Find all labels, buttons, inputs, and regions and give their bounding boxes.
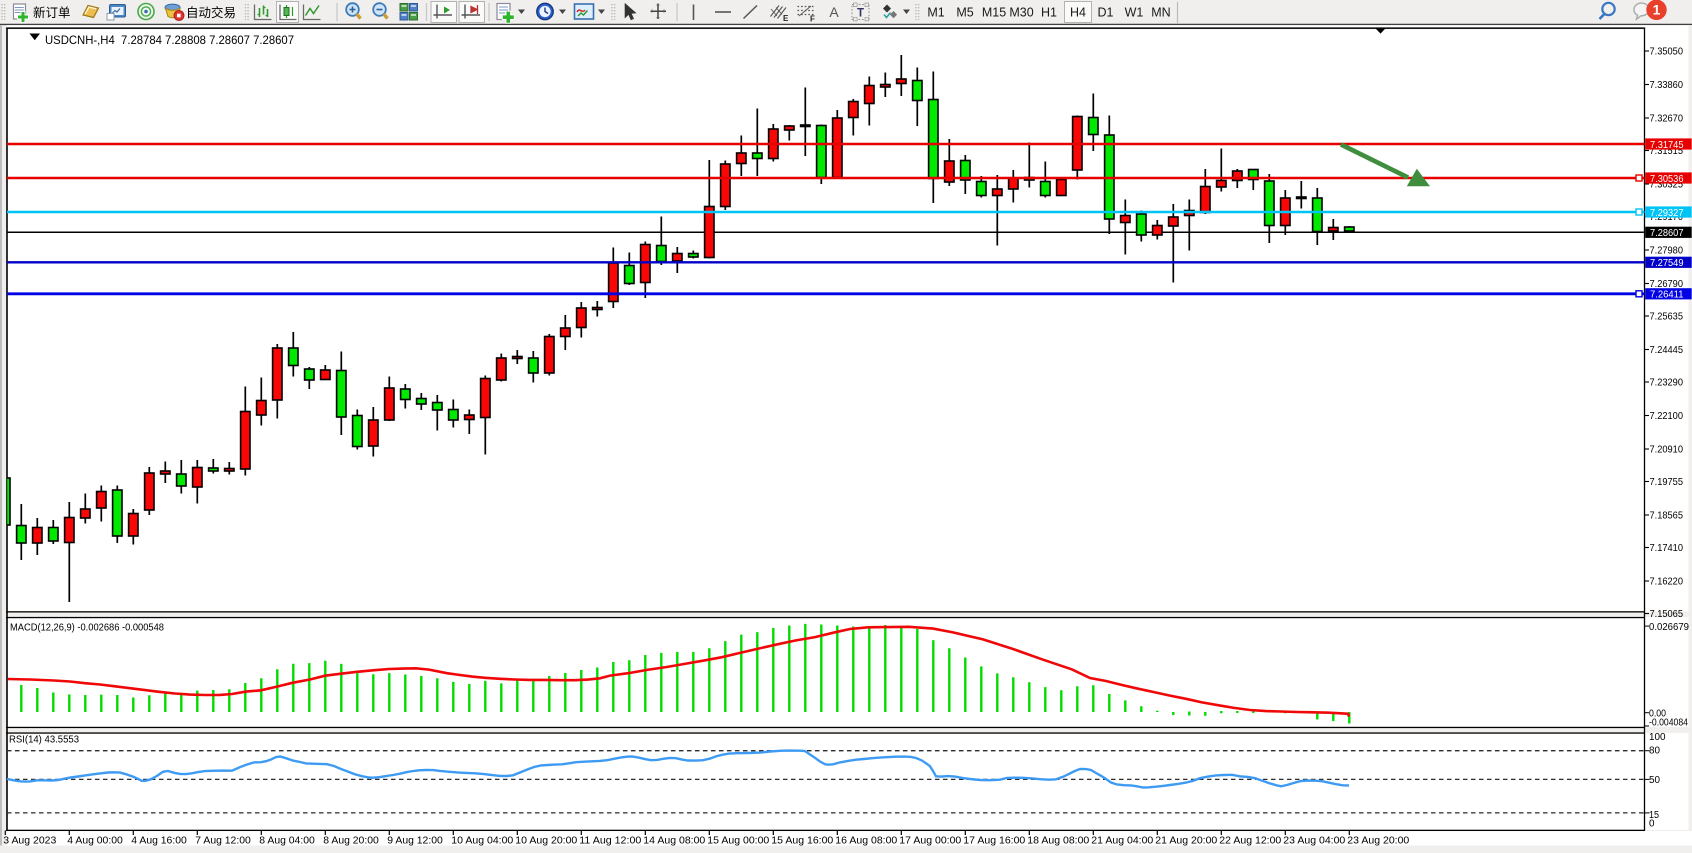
svg-text:14 Aug 08:00: 14 Aug 08:00: [643, 835, 705, 846]
svg-text:RSI(14) 43.5553: RSI(14) 43.5553: [9, 735, 79, 746]
svg-text:7.15065: 7.15065: [1650, 609, 1684, 620]
svg-text:7.33860: 7.33860: [1650, 80, 1684, 91]
svg-text:7 Aug 12:00: 7 Aug 12:00: [195, 835, 251, 846]
svg-text:7.28607: 7.28607: [1650, 228, 1684, 239]
svg-text:7.26411: 7.26411: [1650, 290, 1684, 301]
svg-text:7.20910: 7.20910: [1650, 445, 1684, 456]
svg-text:17 Aug 00:00: 17 Aug 00:00: [899, 835, 961, 846]
svg-text:100: 100: [1649, 732, 1666, 743]
svg-text:7.29327: 7.29327: [1650, 208, 1684, 219]
svg-text:21 Aug 20:00: 21 Aug 20:00: [1155, 835, 1217, 846]
svg-text:7.24445: 7.24445: [1650, 345, 1684, 356]
svg-text:7.30325: 7.30325: [1650, 180, 1684, 191]
svg-text:MACD(12,26,9) -0.002686 -0.000: MACD(12,26,9) -0.002686 -0.000548: [10, 623, 164, 634]
svg-text:F: F: [810, 15, 815, 24]
svg-text:23 Aug 04:00: 23 Aug 04:00: [1283, 835, 1345, 846]
svg-text:16 Aug 08:00: 16 Aug 08:00: [835, 835, 897, 846]
svg-text:7.27980: 7.27980: [1650, 246, 1684, 257]
svg-text:22 Aug 12:00: 22 Aug 12:00: [1219, 835, 1281, 846]
svg-text:7.16220: 7.16220: [1650, 577, 1684, 588]
svg-text:17 Aug 16:00: 17 Aug 16:00: [963, 835, 1025, 846]
svg-text:7.29170: 7.29170: [1650, 212, 1684, 223]
svg-text:H4: H4: [1070, 6, 1086, 20]
svg-text:7.32670: 7.32670: [1650, 114, 1684, 125]
svg-text:11 Aug 12:00: 11 Aug 12:00: [579, 835, 641, 846]
svg-text:0.026679: 0.026679: [1649, 622, 1689, 633]
svg-text:7.26790: 7.26790: [1650, 279, 1684, 290]
svg-text:自动交易: 自动交易: [186, 5, 236, 20]
svg-text:MN: MN: [1151, 6, 1170, 20]
svg-text:USDCNH-,H4 7.28784 7.28808 7.: USDCNH-,H4 7.28784 7.28808 7.28607 7.286…: [45, 34, 294, 47]
svg-text:15: 15: [1649, 810, 1659, 821]
svg-text:9 Aug 12:00: 9 Aug 12:00: [387, 835, 443, 846]
svg-text:7.22100: 7.22100: [1650, 411, 1684, 422]
svg-text:1: 1: [1653, 2, 1661, 18]
svg-text:7.31515: 7.31515: [1650, 146, 1684, 157]
svg-text:H1: H1: [1041, 6, 1057, 20]
svg-text:80: 80: [1649, 746, 1661, 757]
svg-text:新订单: 新订单: [33, 5, 71, 20]
svg-text:7.31745: 7.31745: [1650, 140, 1684, 151]
svg-text:50: 50: [1649, 775, 1661, 786]
svg-text:T: T: [857, 8, 864, 20]
svg-text:-0.004084: -0.004084: [1649, 718, 1688, 729]
svg-text:7.23290: 7.23290: [1650, 378, 1684, 389]
svg-text:8 Aug 20:00: 8 Aug 20:00: [323, 835, 379, 846]
svg-text:7.30536: 7.30536: [1650, 174, 1684, 185]
svg-text:8 Aug 04:00: 8 Aug 04:00: [259, 835, 315, 846]
svg-text:21 Aug 04:00: 21 Aug 04:00: [1091, 835, 1153, 846]
svg-text:7.25635: 7.25635: [1650, 312, 1684, 323]
svg-text:4 Aug 16:00: 4 Aug 16:00: [131, 835, 187, 846]
svg-text:M15: M15: [982, 6, 1006, 20]
svg-text:W1: W1: [1125, 6, 1144, 20]
svg-text:D1: D1: [1098, 6, 1114, 20]
svg-text:7.27549: 7.27549: [1650, 258, 1684, 269]
svg-text:M1: M1: [927, 6, 944, 20]
svg-text:7.17410: 7.17410: [1650, 543, 1684, 554]
svg-text:10 Aug 20:00: 10 Aug 20:00: [515, 835, 577, 846]
svg-text:7.35050: 7.35050: [1650, 47, 1684, 58]
svg-text:0: 0: [1649, 818, 1655, 829]
svg-text:M5: M5: [956, 6, 973, 20]
svg-text:23 Aug 20:00: 23 Aug 20:00: [1347, 835, 1409, 846]
svg-text:3 Aug 2023: 3 Aug 2023: [3, 835, 56, 846]
svg-text:18 Aug 08:00: 18 Aug 08:00: [1027, 835, 1089, 846]
svg-text:4 Aug 00:00: 4 Aug 00:00: [67, 835, 123, 846]
svg-text:10 Aug 04:00: 10 Aug 04:00: [451, 835, 513, 846]
svg-text:15 Aug 16:00: 15 Aug 16:00: [771, 835, 833, 846]
svg-text:A: A: [829, 4, 839, 20]
svg-text:E: E: [783, 14, 789, 23]
svg-text:7.18565: 7.18565: [1650, 511, 1684, 522]
svg-text:0.00: 0.00: [1649, 708, 1666, 719]
svg-text:15 Aug 00:00: 15 Aug 00:00: [707, 835, 769, 846]
svg-text:7.19755: 7.19755: [1650, 477, 1684, 488]
svg-text:M30: M30: [1009, 6, 1033, 20]
